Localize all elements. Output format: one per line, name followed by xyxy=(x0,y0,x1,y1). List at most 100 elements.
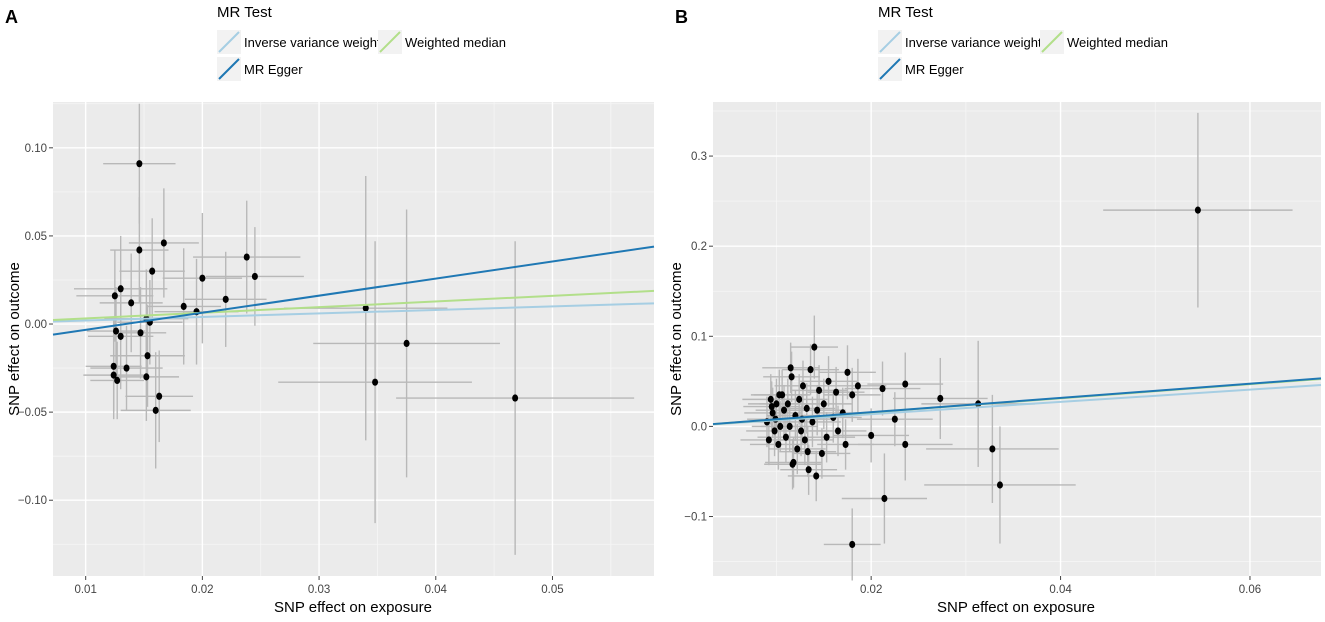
panel-a-legend-title: MR Test xyxy=(217,4,273,21)
data-point xyxy=(818,449,825,458)
data-point xyxy=(768,402,775,411)
x-tick-label: 0.04 xyxy=(1049,584,1072,596)
x-tick-label: 0.01 xyxy=(74,584,96,596)
panel-a-regression-lines xyxy=(52,245,655,336)
data-point xyxy=(879,384,886,393)
data-point xyxy=(152,406,159,414)
panel-b-legend-label-egger: MR Egger xyxy=(905,62,964,77)
data-point xyxy=(769,409,776,417)
panel-b-x-axis-title: SNP effect on exposure xyxy=(937,599,1095,616)
data-point xyxy=(809,418,816,426)
data-point xyxy=(117,332,124,340)
y-tick-label: 0.2 xyxy=(691,241,707,253)
data-point xyxy=(222,295,229,303)
data-point xyxy=(776,391,783,399)
panel-a-label: A xyxy=(5,7,18,27)
panel-b-legend-label-wm: Weighted median xyxy=(1067,35,1168,50)
y-tick-label: −0.10 xyxy=(18,495,47,507)
data-point xyxy=(807,366,814,374)
data-point xyxy=(786,422,793,431)
panel-b-legend-title: MR Test xyxy=(878,4,934,21)
panel-b-legend-line-egger xyxy=(879,58,901,80)
data-point xyxy=(868,431,875,440)
panel-b-regression-lines xyxy=(712,377,1322,426)
data-point xyxy=(144,352,151,360)
x-tick-label: 0.02 xyxy=(191,584,213,596)
data-point xyxy=(820,400,827,408)
data-point xyxy=(937,394,944,403)
panel-b-ticks: 0.02 0.04 0.06 0.3 0.2 0.1 0.0 −0.1 xyxy=(684,151,1261,596)
y-tick-label: 0.3 xyxy=(691,151,707,163)
mr-egger-line xyxy=(52,245,655,336)
panel-b-legend: MR Test Inverse variance weighted Weight… xyxy=(878,4,1168,81)
data-point xyxy=(805,466,812,474)
panel-a-y-axis-title: SNP effect on outcome xyxy=(6,262,23,416)
panel-a-ticks: 0.01 0.02 0.03 0.04 0.05 0.10 0.05 0.00 −0.05 −0.… xyxy=(18,143,564,596)
ivw-line xyxy=(52,302,655,323)
panel-a-legend-line-ivw xyxy=(218,31,240,53)
y-tick-label: 0.05 xyxy=(25,231,47,243)
data-point xyxy=(784,400,791,408)
data-point xyxy=(143,373,150,381)
data-point xyxy=(814,406,821,414)
data-point xyxy=(813,472,820,480)
panel-a-x-axis-title: SNP effect on exposure xyxy=(274,599,432,616)
data-point xyxy=(842,440,849,449)
data-point xyxy=(765,436,772,444)
panel-a-legend: MR Test Inverse variance weighted Weight… xyxy=(217,4,506,81)
mr-egger-line xyxy=(712,377,1322,426)
data-point xyxy=(787,364,794,372)
data-point xyxy=(775,440,782,449)
data-point xyxy=(789,460,796,468)
data-point xyxy=(881,494,888,503)
panel-b-plot-area xyxy=(713,102,1321,576)
x-tick-label: 0.04 xyxy=(425,584,448,596)
panel-a-legend-line-wm xyxy=(379,31,401,53)
panel-b-label: B xyxy=(675,7,688,27)
data-point xyxy=(136,160,143,168)
x-tick-label: 0.06 xyxy=(1239,584,1261,596)
data-point xyxy=(767,395,774,403)
data-point xyxy=(372,378,379,386)
data-point xyxy=(844,368,851,376)
data-point xyxy=(796,395,803,403)
panel-b-legend-label-ivw: Inverse variance weighted xyxy=(905,35,1056,50)
data-point xyxy=(123,364,130,372)
y-tick-label: 0.1 xyxy=(691,331,707,343)
data-point xyxy=(777,422,784,431)
data-point xyxy=(771,427,778,435)
y-tick-label: −0.05 xyxy=(18,407,47,419)
data-point xyxy=(160,239,167,247)
data-point xyxy=(180,302,187,311)
data-point xyxy=(891,415,898,423)
panel-a-plot-area xyxy=(53,102,654,576)
x-tick-label: 0.03 xyxy=(308,584,330,596)
panel-a-legend-label-wm: Weighted median xyxy=(405,35,506,50)
panel-a: A MR Test Inverse variance weighted Weig… xyxy=(5,4,655,616)
data-point xyxy=(854,382,861,390)
data-point xyxy=(996,481,1003,489)
data-point xyxy=(137,329,144,337)
data-point xyxy=(149,267,156,275)
data-point xyxy=(110,371,117,379)
data-point xyxy=(798,427,805,435)
data-point xyxy=(849,540,856,549)
data-point xyxy=(788,373,795,381)
data-point xyxy=(512,394,519,402)
data-point xyxy=(114,376,121,385)
data-point xyxy=(111,292,118,300)
panel-a-points xyxy=(110,160,519,414)
y-tick-label: 0.10 xyxy=(25,143,47,155)
data-point xyxy=(781,406,788,414)
data-point xyxy=(801,436,808,444)
data-point xyxy=(825,377,832,385)
panel-a-legend-line-egger xyxy=(218,58,240,80)
weighted-median-line xyxy=(52,289,655,321)
data-point xyxy=(156,392,163,400)
y-tick-label: 0.00 xyxy=(25,319,47,331)
y-tick-label: 0.0 xyxy=(691,421,707,433)
data-point xyxy=(902,380,909,388)
ivw-line xyxy=(712,384,1322,426)
data-point xyxy=(773,400,780,408)
